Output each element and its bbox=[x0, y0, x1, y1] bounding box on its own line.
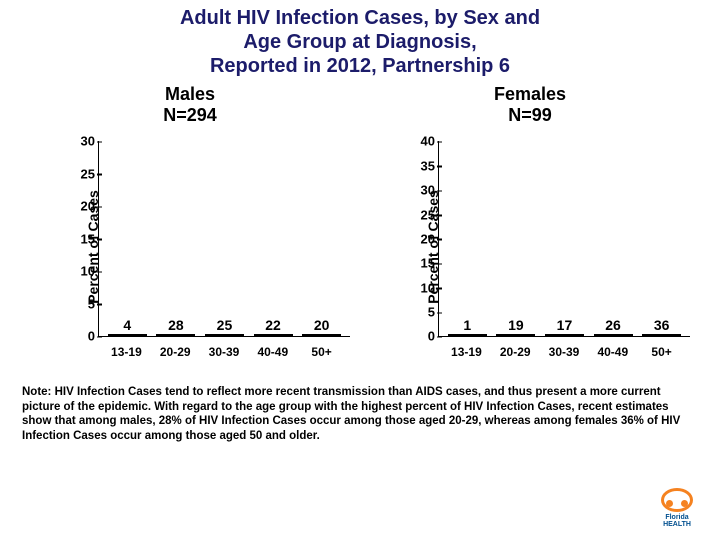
y-tick: 5 bbox=[71, 296, 95, 311]
bar-slot: 22 bbox=[249, 334, 298, 336]
y-tick: 25 bbox=[411, 207, 435, 222]
y-tick: 0 bbox=[411, 329, 435, 344]
bar-50+: 20 bbox=[302, 334, 341, 336]
y-tick: 20 bbox=[411, 231, 435, 246]
bar-value-label: 20 bbox=[314, 317, 330, 333]
bar-40-49: 22 bbox=[254, 334, 293, 336]
x-tick: 30-39 bbox=[540, 345, 589, 359]
bar-slot: 20 bbox=[297, 334, 346, 336]
bar-slot: 36 bbox=[637, 334, 686, 336]
florida-health-logo: Florida HEALTH bbox=[648, 488, 706, 528]
bar-20-29: 28 bbox=[156, 334, 195, 336]
y-tick: 20 bbox=[71, 199, 95, 214]
x-tick: 50+ bbox=[637, 345, 686, 359]
plot-area: 0510152025303540119172636 bbox=[438, 141, 690, 337]
x-ticks: 13-1920-2930-3940-4950+ bbox=[98, 345, 350, 359]
bar-slot: 25 bbox=[200, 334, 249, 336]
bar-slot: 19 bbox=[492, 334, 541, 336]
y-tick: 5 bbox=[411, 305, 435, 320]
x-tick: 13-19 bbox=[102, 345, 151, 359]
bar-slot: 4 bbox=[103, 334, 152, 336]
x-tick: 50+ bbox=[297, 345, 346, 359]
x-tick: 13-19 bbox=[442, 345, 491, 359]
x-tick: 20-29 bbox=[491, 345, 540, 359]
charts-row: MalesN=294Percent of Cases05101520253042… bbox=[0, 80, 720, 367]
y-tick: 10 bbox=[71, 264, 95, 279]
y-tick: 30 bbox=[411, 183, 435, 198]
bar-40-49: 26 bbox=[594, 334, 633, 336]
chart-subtitle-females: FemalesN=99 bbox=[370, 84, 690, 125]
y-tick: 15 bbox=[71, 231, 95, 246]
footnote: Note: HIV Infection Cases tend to reflec… bbox=[0, 367, 720, 443]
bar-value-label: 25 bbox=[217, 317, 233, 333]
bar-value-label: 22 bbox=[265, 317, 281, 333]
bar-value-label: 28 bbox=[168, 317, 184, 333]
chart-males: MalesN=294Percent of Cases05101520253042… bbox=[30, 84, 350, 367]
x-tick: 40-49 bbox=[588, 345, 637, 359]
y-tick: 30 bbox=[71, 134, 95, 149]
y-tick: 10 bbox=[411, 280, 435, 295]
x-tick: 30-39 bbox=[200, 345, 249, 359]
x-tick: 20-29 bbox=[151, 345, 200, 359]
y-tick: 40 bbox=[411, 134, 435, 149]
bars-container: 4 28 25 22 20 bbox=[99, 141, 350, 336]
bar-30-39: 25 bbox=[205, 334, 244, 336]
y-tick: 25 bbox=[71, 166, 95, 181]
bars-container: 1 19 17 26 36 bbox=[439, 141, 690, 336]
bar-value-label: 19 bbox=[508, 317, 524, 333]
bar-value-label: 1 bbox=[463, 317, 471, 333]
chart-subtitle-males: MalesN=294 bbox=[30, 84, 350, 125]
plot-area: 051015202530428252220 bbox=[98, 141, 350, 337]
bar-20-29: 19 bbox=[496, 334, 535, 336]
bar-value-label: 17 bbox=[557, 317, 573, 333]
logo-text-2: HEALTH bbox=[663, 521, 691, 528]
bar-value-label: 4 bbox=[123, 317, 131, 333]
bar-13-19: 4 bbox=[108, 334, 147, 336]
chart-females: FemalesN=99Percent of Cases0510152025303… bbox=[370, 84, 690, 367]
bar-value-label: 26 bbox=[605, 317, 621, 333]
bar-slot: 28 bbox=[152, 334, 201, 336]
chart-plot-males: Percent of Cases05101520253042825222013-… bbox=[74, 127, 350, 367]
x-tick: 40-49 bbox=[248, 345, 297, 359]
bar-value-label: 36 bbox=[654, 317, 670, 333]
logo-icon bbox=[661, 488, 693, 512]
bar-50+: 36 bbox=[642, 334, 681, 336]
y-tick: 0 bbox=[71, 329, 95, 344]
bar-slot: 26 bbox=[589, 334, 638, 336]
bar-30-39: 17 bbox=[545, 334, 584, 336]
bar-13-19: 1 bbox=[448, 334, 487, 336]
chart-plot-females: Percent of Cases051015202530354011917263… bbox=[414, 127, 690, 367]
chart-title: Adult HIV Infection Cases, by Sex andAge… bbox=[0, 0, 720, 80]
x-ticks: 13-1920-2930-3940-4950+ bbox=[438, 345, 690, 359]
bar-slot: 1 bbox=[443, 334, 492, 336]
logo-text-1: Florida bbox=[665, 514, 688, 521]
y-tick: 35 bbox=[411, 158, 435, 173]
y-tick: 15 bbox=[411, 256, 435, 271]
bar-slot: 17 bbox=[540, 334, 589, 336]
